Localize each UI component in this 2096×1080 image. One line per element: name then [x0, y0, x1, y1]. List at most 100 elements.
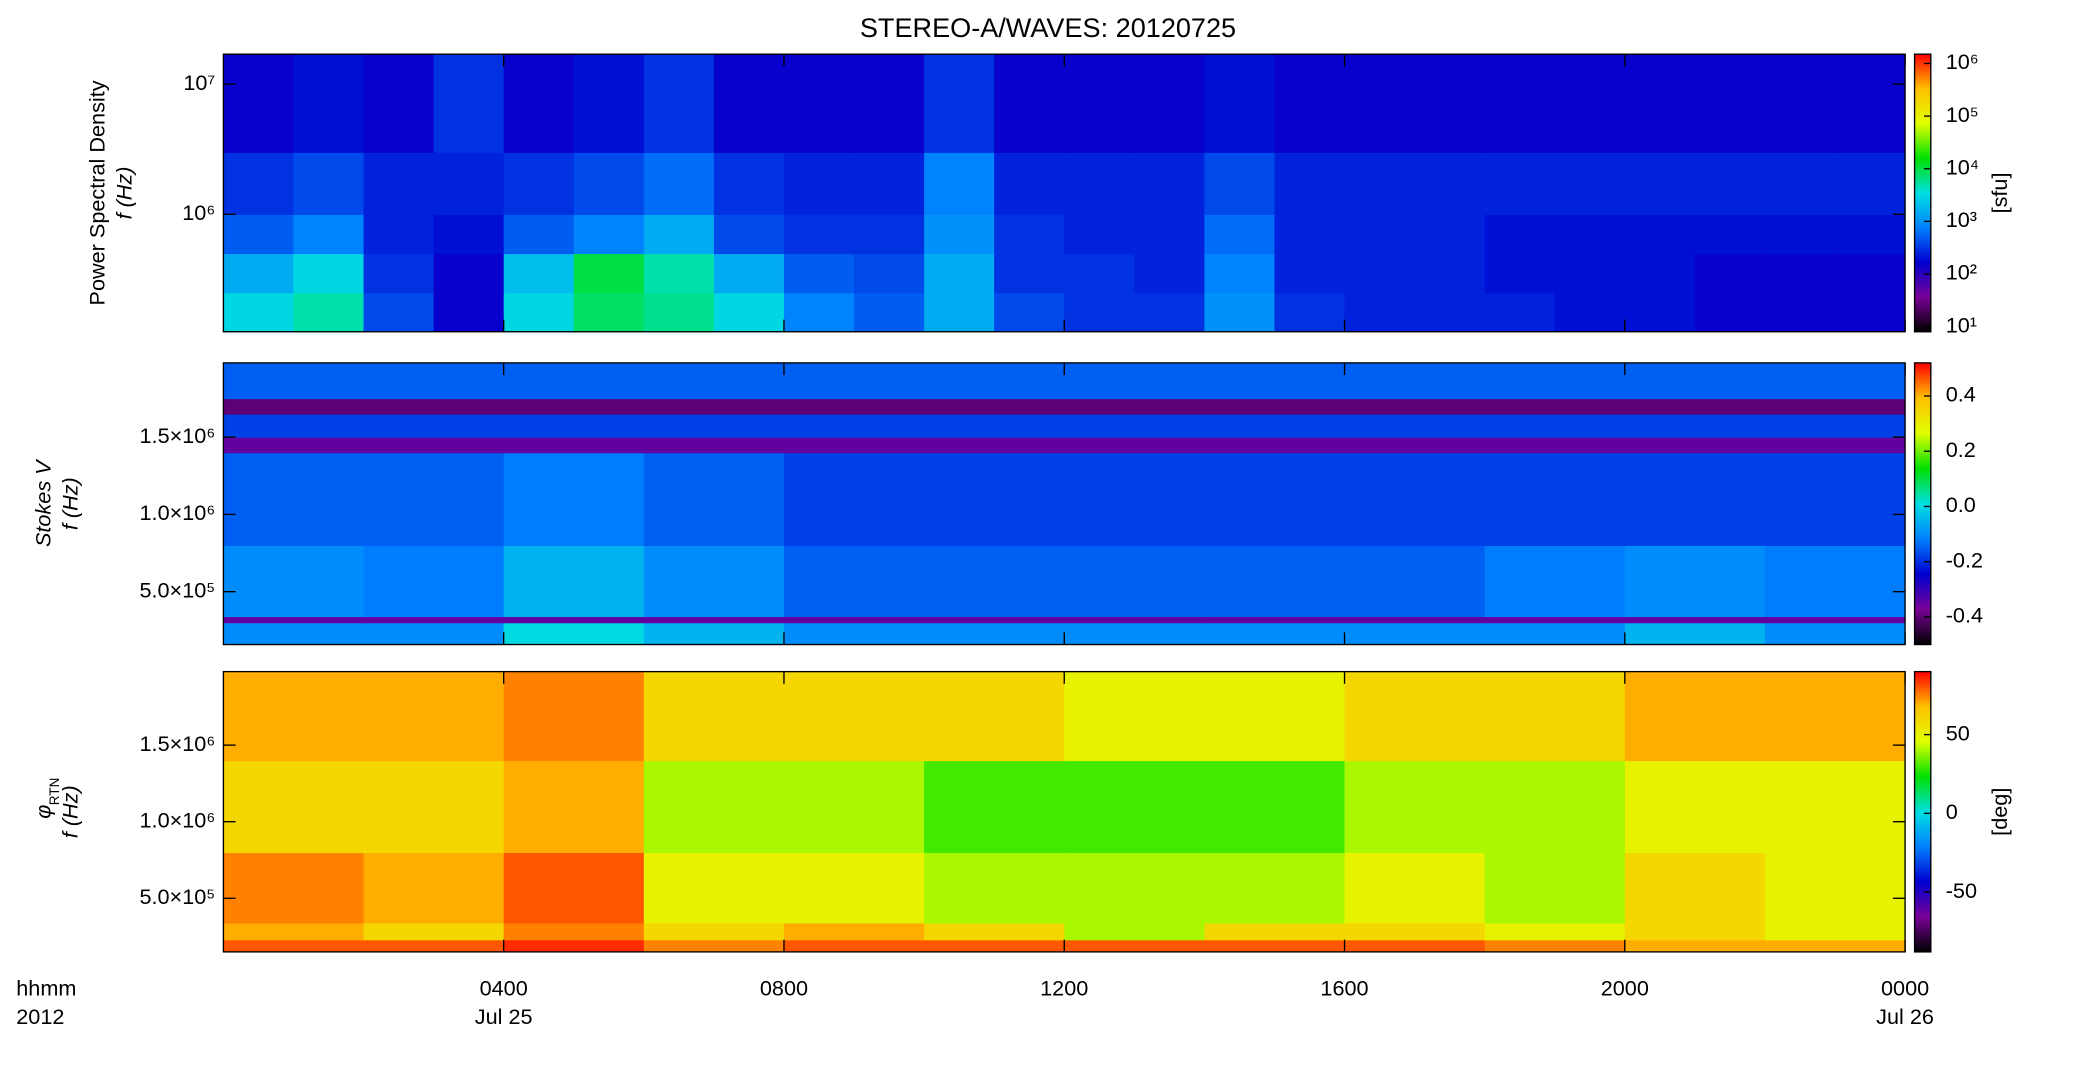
heatmap-cell	[223, 54, 295, 153]
heatmap-cell	[1344, 545, 1486, 618]
heatmap-cell	[503, 362, 645, 400]
chart-title: STEREO-A/WAVES: 20120725	[860, 12, 1236, 43]
heatmap-cell	[1484, 616, 1626, 624]
heatmap	[223, 671, 1906, 952]
heatmap-cell	[363, 362, 505, 400]
heatmap-cell	[1204, 939, 1346, 952]
heatmap-cell	[1204, 760, 1346, 854]
heatmap-cell	[1835, 214, 1906, 255]
x-tick-label: 1200	[1040, 976, 1088, 1001]
heatmap-cell	[1554, 214, 1626, 255]
heatmap-cell	[1204, 54, 1276, 153]
heatmap-cell	[924, 545, 1065, 618]
heatmap-cell	[223, 452, 365, 546]
heatmap-cell	[293, 214, 365, 255]
heatmap-cell	[1764, 622, 1906, 645]
heatmap-cell	[783, 852, 925, 924]
heatmap-cell	[783, 413, 925, 438]
heatmap-cell	[433, 54, 505, 153]
heatmap-cell	[1344, 54, 1416, 153]
heatmap-cell	[783, 671, 925, 762]
heatmap-cell	[503, 760, 645, 854]
x-tick-label: 0800	[760, 976, 808, 1001]
colorbar	[1914, 671, 1931, 952]
heatmap-cell	[503, 398, 645, 415]
colorbar-tick-label: 0	[1946, 799, 1958, 824]
heatmap-cell	[1204, 622, 1346, 645]
heatmap-cell	[713, 292, 785, 332]
heatmap-cell	[363, 922, 505, 941]
heatmap-cell	[1274, 292, 1346, 332]
heatmap-cell	[1484, 253, 1556, 294]
heatmap-cell	[363, 760, 505, 854]
heatmap-cell	[643, 413, 785, 438]
colorbar-tick-label: 10²	[1946, 260, 1977, 285]
heatmap-cell	[1344, 452, 1486, 546]
heatmap-cell	[1835, 292, 1906, 332]
heatmap-cell	[1134, 292, 1206, 332]
heatmap-cell	[1064, 452, 1206, 546]
heatmap-cell	[1554, 54, 1626, 153]
heatmap-cell	[783, 292, 855, 332]
heatmap-cell	[924, 671, 1065, 762]
heatmap-cell	[1204, 852, 1346, 924]
heatmap-cell	[1484, 622, 1626, 645]
heatmap-cell	[924, 54, 995, 153]
heatmap-cell	[1064, 437, 1206, 454]
heatmap-cell	[1624, 152, 1696, 215]
colorbar-frame	[1913, 53, 1932, 333]
y-tick-label: 1.0×10⁶	[140, 807, 216, 832]
heatmap-cell	[223, 362, 365, 400]
heatmap-cell	[1624, 253, 1696, 294]
heatmap-cell	[1274, 152, 1346, 215]
time-format-label: hhmm	[16, 976, 76, 1001]
heatmap-cell	[1484, 852, 1626, 924]
heatmap-cell	[1344, 398, 1486, 415]
heatmap-cell	[1764, 616, 1906, 624]
heatmap-cell	[1764, 852, 1906, 924]
colorbar-label: [deg]	[1987, 788, 2012, 836]
heatmap-cell	[1694, 54, 1766, 153]
heatmap-cell	[223, 622, 365, 645]
heatmap-cell	[994, 214, 1065, 255]
heatmap-cell	[783, 760, 925, 854]
heatmap-cell	[1344, 413, 1486, 438]
heatmap-cell	[1064, 671, 1206, 762]
heatmap-cell	[1764, 214, 1836, 255]
heatmap-cell	[1764, 671, 1906, 762]
heatmap-cell	[783, 616, 925, 624]
heatmap-cell	[1134, 253, 1206, 294]
heatmap-cell	[1764, 922, 1906, 941]
heatmap-cell	[1764, 362, 1906, 400]
heatmap-cell	[643, 54, 715, 153]
heatmap-cell	[924, 413, 1065, 438]
x-tick-label: 0400	[480, 976, 528, 1001]
heatmap-cell	[503, 152, 575, 215]
heatmap-cell	[1624, 452, 1766, 546]
heatmap-cell	[1204, 616, 1346, 624]
heatmap-cell	[1764, 545, 1906, 618]
heatmap-cell	[223, 214, 295, 255]
colorbar-frame	[1913, 670, 1932, 953]
heatmap-cell	[363, 292, 435, 332]
heatmap-cell	[363, 253, 435, 294]
heatmap-cell	[1204, 922, 1346, 941]
heatmap-cell	[1624, 760, 1766, 854]
heatmap-cell	[223, 545, 365, 618]
heatmap-cell	[1484, 398, 1626, 415]
heatmap-cell	[223, 413, 365, 438]
heatmap-cell	[1624, 545, 1766, 618]
heatmap-cell	[503, 214, 575, 255]
heatmap-cell	[1764, 398, 1906, 415]
colorbar-tick-label: 10¹	[1946, 312, 1977, 337]
heatmap-cell	[1624, 362, 1766, 400]
y-tick-label: 1.5×10⁶	[140, 423, 216, 448]
heatmap-cell	[1484, 671, 1626, 762]
heatmap-cell	[223, 398, 365, 415]
heatmap-cell	[1204, 452, 1346, 546]
heatmap-cell	[924, 622, 1065, 645]
heatmap-cell	[643, 437, 785, 454]
y-axis-label: f (Hz)	[112, 166, 137, 219]
heatmap-cell	[1344, 616, 1486, 624]
heatmap-cell	[1694, 214, 1766, 255]
